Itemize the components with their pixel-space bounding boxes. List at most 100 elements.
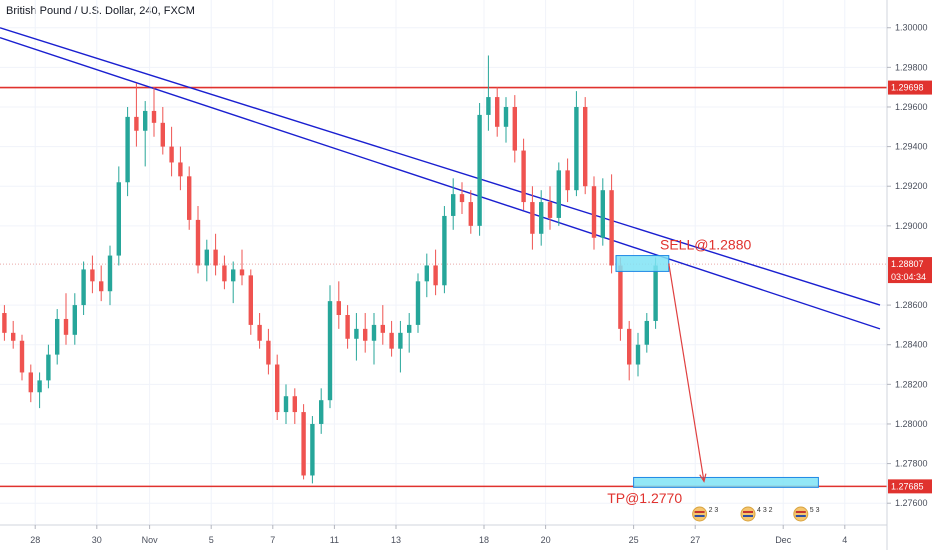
- price-axis[interactable]: 1.30000 1.29800 1.29600 1.29400 1.29200 1.290…: [886, 0, 932, 550]
- price-tick-label: 1.28000: [895, 419, 928, 429]
- candle-body: [574, 106, 579, 191]
- candle-body: [433, 265, 438, 286]
- candle: [486, 55, 491, 131]
- candle: [310, 416, 315, 484]
- candle: [81, 261, 86, 315]
- candle: [116, 166, 121, 266]
- event-count-label: 5 3: [810, 507, 820, 514]
- candle-body: [618, 265, 623, 329]
- candle-body: [380, 324, 385, 333]
- candle-body: [363, 328, 368, 341]
- price-tick-label: 1.29000: [895, 221, 928, 231]
- candle-body: [530, 202, 535, 234]
- candle: [195, 206, 201, 274]
- candle-body: [415, 281, 421, 325]
- candle: [503, 97, 509, 143]
- time-axis[interactable]: 28 30 Nov 5 7 11 13 18 20 25 27 Dec 4: [0, 524, 887, 545]
- candle-body: [371, 324, 377, 341]
- candle: [187, 166, 192, 230]
- event-flag-marker[interactable]: 4 3 2: [740, 506, 773, 522]
- time-tick-label: 25: [629, 535, 639, 545]
- candle: [459, 182, 465, 214]
- candle: [319, 388, 324, 434]
- candle-body: [486, 97, 491, 115]
- projection-arrow-head: [699, 473, 707, 483]
- event-count-label: 2 3: [709, 507, 719, 514]
- candle-body: [468, 202, 473, 226]
- candle-body: [107, 255, 113, 292]
- event-markers[interactable]: 2 3 4 3 2 5 3: [692, 506, 820, 522]
- flag-icon: [793, 506, 809, 522]
- candle-body: [125, 116, 130, 183]
- candle-body: [292, 396, 297, 413]
- candle: [521, 138, 526, 210]
- candle: [354, 313, 359, 361]
- time-tick-label: 7: [270, 535, 275, 545]
- candle-body: [398, 332, 403, 349]
- candle: [468, 190, 473, 234]
- candle: [583, 97, 588, 195]
- price-tick-label: 1.29800: [895, 62, 928, 72]
- candle: [539, 190, 544, 246]
- candle: [371, 313, 377, 365]
- candle: [11, 320, 16, 349]
- candle: [63, 293, 69, 345]
- candle: [495, 87, 500, 137]
- candle: [2, 305, 7, 341]
- candle: [37, 372, 42, 409]
- candle: [565, 158, 570, 203]
- candle-body: [407, 324, 412, 333]
- time-tick-label: 20: [541, 535, 551, 545]
- support-price-tag-bg: [888, 479, 932, 494]
- candle-body: [627, 328, 632, 365]
- candle-body: [2, 313, 7, 333]
- candle: [380, 305, 385, 345]
- event-count-label: 4 3 2: [757, 507, 773, 514]
- candle-body: [11, 332, 16, 341]
- candle: [222, 255, 227, 290]
- candle: [248, 269, 253, 335]
- candle-body: [459, 194, 465, 203]
- candle-body: [442, 215, 447, 286]
- support-price-tag-label: 1.27685: [891, 481, 924, 491]
- candle: [398, 320, 403, 373]
- time-tick-label: 5: [209, 535, 214, 545]
- candle-body: [116, 182, 121, 256]
- candle: [600, 178, 605, 246]
- candle-body: [55, 318, 60, 355]
- candle-body: [81, 269, 86, 306]
- price-zones: [615, 255, 819, 488]
- price-tick-label: 1.29400: [895, 142, 928, 152]
- flag-stripe-icon: [694, 511, 705, 513]
- candle-body: [583, 106, 588, 187]
- candle-body: [195, 219, 201, 266]
- candle: [345, 305, 350, 349]
- event-flag-marker[interactable]: 2 3: [692, 506, 719, 522]
- flag-stripe-icon: [795, 511, 806, 513]
- time-tick-label: 28: [30, 535, 40, 545]
- flag-stripe-icon: [795, 515, 806, 517]
- candle-body: [90, 269, 95, 282]
- candle: [143, 101, 148, 167]
- event-flag-marker[interactable]: 5 3: [793, 506, 820, 522]
- candle-body: [635, 344, 641, 365]
- price-tick-label: 1.28200: [895, 379, 928, 389]
- price-tick-label: 1.29600: [895, 102, 928, 112]
- candle: [239, 249, 245, 286]
- candle-body: [310, 423, 315, 476]
- candle: [90, 255, 95, 294]
- candle: [424, 253, 429, 298]
- candle: [556, 162, 561, 226]
- chart-title: British Pound / U.S. Dollar, 240, FXCM: [6, 5, 195, 17]
- candle: [627, 320, 632, 381]
- candle-body: [143, 110, 148, 131]
- sell-annotation: SELL@1.2880: [660, 237, 751, 253]
- price-tick-label: 1.30000: [895, 23, 928, 33]
- price-tick-label: 1.28400: [895, 340, 928, 350]
- candle-body: [591, 186, 597, 238]
- candle: [55, 309, 60, 365]
- candle: [301, 404, 306, 480]
- candle-body: [151, 110, 157, 123]
- candle-body: [521, 150, 526, 203]
